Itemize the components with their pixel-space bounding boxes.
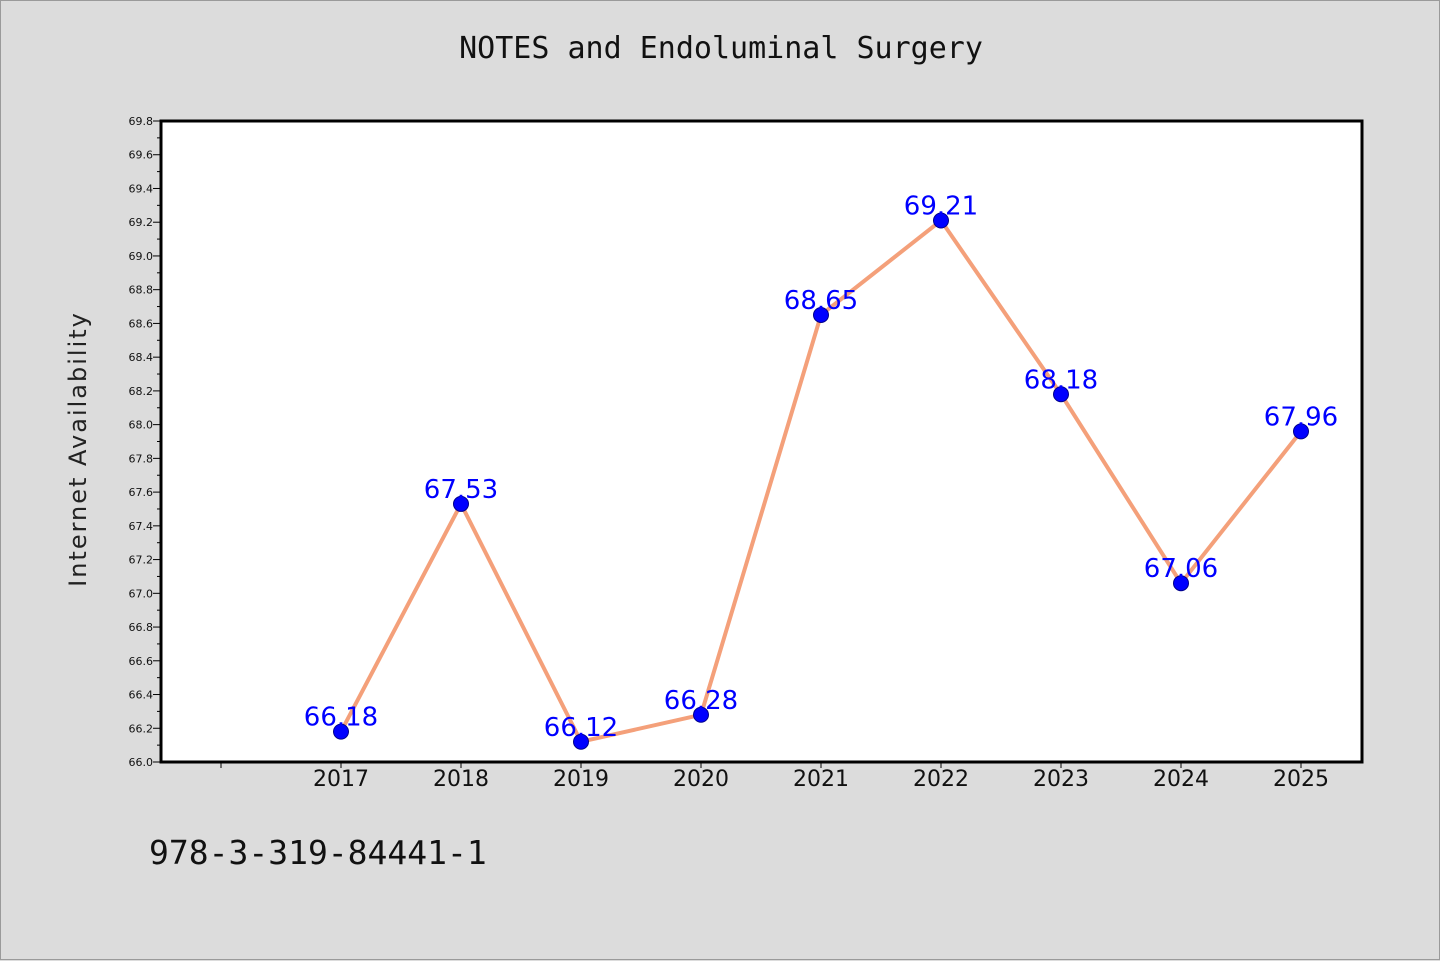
- x-tick-label: 2023: [1033, 767, 1089, 792]
- data-point: [453, 495, 469, 512]
- y-tick-label: 69.6: [129, 149, 154, 162]
- data-point: [693, 706, 709, 723]
- x-tick-label: 2018: [433, 767, 489, 792]
- x-tick-label: 2024: [1153, 767, 1209, 792]
- y-tick-label: 66.2: [129, 722, 154, 735]
- plot-area: [159, 119, 1364, 764]
- y-tick-label: 67.6: [129, 486, 154, 499]
- y-tick-label: 69.0: [129, 250, 154, 263]
- data-label: 66.28: [664, 686, 738, 716]
- x-tick-label: 2021: [793, 767, 849, 792]
- y-tick-label: 68.6: [129, 317, 154, 330]
- data-label: 68.18: [1024, 365, 1098, 395]
- data-point: [1293, 423, 1309, 440]
- y-tick-label: 67.0: [129, 587, 154, 600]
- x-axis-ticks: 2017 2018 2019 2020 2021 2022 2023 2024 2025: [220, 762, 1329, 792]
- data-label: 67.96: [1264, 402, 1338, 432]
- data-label: 68.65: [784, 286, 858, 316]
- y-tick-label: 68.8: [129, 284, 154, 297]
- data-label: 67.53: [424, 475, 498, 505]
- y-axis-label: Internet Availability: [64, 311, 92, 587]
- data-point: [933, 212, 949, 229]
- y-tick-label: 67.4: [129, 520, 154, 533]
- y-tick-label: 67.2: [129, 554, 154, 567]
- x-tick-label: 2025: [1273, 767, 1329, 792]
- data-label: 69.21: [904, 192, 978, 222]
- series-group: 66.18 67.53 66.12 66.28 68.65 69.21 68.18 67.06…: [304, 192, 1338, 750]
- data-point: [333, 723, 349, 740]
- x-tick-label: 2019: [553, 767, 609, 792]
- x-tick-label: 2020: [673, 767, 729, 792]
- data-label: 66.12: [544, 713, 618, 743]
- data-label: 67.06: [1144, 554, 1218, 584]
- x-tick-label: 2017: [313, 767, 369, 792]
- x-tick-label: 2022: [913, 767, 969, 792]
- y-tick-label: 69.4: [129, 182, 154, 195]
- y-axis-ticks: 66.0 66.2 66.4 66.6 66.8 67.0 67.2 67.4 67.6 67.8…: [129, 115, 161, 769]
- y-tick-label: 68.0: [129, 419, 154, 432]
- y-tick-label: 69.2: [129, 216, 154, 229]
- data-point: [1053, 386, 1069, 403]
- y-tick-label: 68.2: [129, 385, 154, 398]
- data-point: [813, 306, 829, 323]
- y-tick-label: 67.8: [129, 452, 154, 465]
- data-label: 66.18: [304, 703, 378, 733]
- y-tick-label: 69.8: [129, 115, 154, 128]
- data-point: [573, 733, 589, 750]
- y-tick-label: 66.4: [129, 689, 154, 702]
- data-point: [1173, 575, 1189, 592]
- footer-isbn: 978-3-319-84441-1: [149, 833, 487, 872]
- chart-title: NOTES and Endoluminal Surgery: [459, 31, 983, 66]
- y-tick-label: 66.8: [129, 621, 154, 634]
- y-tick-label: 66.6: [129, 655, 154, 668]
- y-tick-label: 68.4: [129, 351, 154, 364]
- y-tick-label: 66.0: [129, 756, 154, 769]
